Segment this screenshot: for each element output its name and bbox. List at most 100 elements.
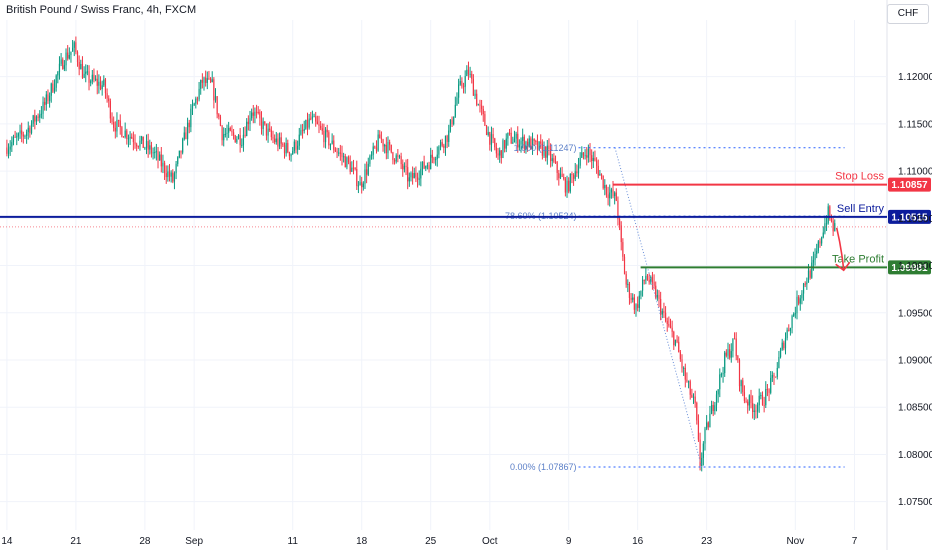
y-axis: 1.12000 1.11500 1.11000 1.10500 1.10000 1.095…	[898, 72, 932, 508]
candle	[209, 78, 212, 83]
candle	[531, 138, 534, 150]
candle	[193, 103, 195, 106]
y-tick-label: 1.09000	[898, 356, 932, 367]
candle	[50, 83, 52, 96]
candle	[733, 338, 736, 340]
candle	[504, 140, 506, 149]
candle	[584, 155, 586, 157]
candle	[444, 135, 447, 148]
candle	[101, 85, 103, 90]
y-tick-label: 1.10000	[898, 261, 932, 272]
candle	[180, 150, 182, 153]
candle	[533, 138, 535, 141]
level-name: Sell Entry	[837, 203, 885, 215]
candle	[384, 144, 386, 147]
candle	[334, 149, 337, 152]
levels-group: Stop Loss 1.10857 Sell Entry 1.10515 Take Pr…	[0, 171, 931, 275]
candle	[354, 167, 356, 169]
candle	[260, 118, 263, 129]
candle	[515, 133, 517, 139]
candle	[564, 178, 566, 193]
candle	[456, 97, 458, 105]
candle	[738, 360, 741, 387]
candle	[185, 132, 187, 140]
candle	[382, 139, 384, 147]
candle	[439, 142, 442, 147]
candle	[628, 283, 631, 298]
candle	[269, 128, 271, 131]
candle	[546, 145, 548, 158]
candle	[99, 81, 102, 90]
candle	[139, 140, 141, 147]
candle	[26, 132, 28, 136]
candle	[663, 311, 665, 313]
candle	[768, 389, 770, 393]
y-tick-label: 1.09500	[898, 308, 932, 319]
candle	[93, 74, 95, 80]
candle	[549, 149, 552, 162]
candle	[485, 125, 488, 135]
candle	[579, 157, 581, 166]
candle	[338, 152, 340, 154]
candle	[804, 283, 806, 285]
y-tick-label: 1.11000	[898, 167, 932, 178]
candle	[758, 395, 760, 406]
candle	[681, 359, 683, 369]
candle	[68, 54, 70, 59]
candle	[687, 381, 690, 383]
candle	[140, 136, 143, 141]
candle	[392, 152, 394, 161]
candle	[219, 116, 222, 126]
candle	[528, 138, 530, 147]
candle	[796, 296, 798, 314]
candle	[535, 140, 537, 142]
candle	[426, 165, 429, 167]
candle	[223, 134, 225, 141]
candle	[295, 141, 297, 150]
candle	[57, 72, 59, 76]
candle	[264, 121, 266, 124]
candle	[661, 311, 663, 315]
candle	[832, 220, 834, 232]
candle	[200, 79, 202, 89]
candle	[574, 171, 576, 179]
candle	[346, 157, 348, 168]
candle	[103, 79, 105, 86]
candle	[239, 135, 241, 146]
candle	[732, 338, 734, 352]
candle	[467, 69, 470, 75]
candle	[159, 154, 161, 161]
candle	[825, 223, 828, 225]
candle	[789, 328, 792, 331]
candle	[699, 439, 701, 467]
candle	[142, 136, 144, 148]
candle	[824, 223, 826, 233]
candle	[799, 298, 801, 304]
x-tick-label: 16	[632, 536, 644, 547]
candle	[479, 104, 481, 106]
candle	[397, 155, 399, 157]
candle	[770, 377, 772, 393]
candle	[747, 401, 749, 406]
candle	[389, 142, 391, 145]
candle	[104, 79, 107, 94]
candle	[548, 145, 550, 150]
candle	[163, 162, 166, 174]
candle	[809, 270, 811, 278]
candle	[152, 152, 154, 154]
candle	[536, 141, 539, 150]
candle	[311, 116, 314, 119]
candle	[443, 145, 445, 148]
candle	[686, 379, 688, 382]
candle	[186, 122, 189, 140]
candle	[303, 128, 305, 132]
candle	[37, 116, 39, 118]
candle	[297, 145, 299, 150]
candle	[316, 121, 318, 125]
candle	[637, 304, 639, 308]
candle	[423, 161, 425, 169]
candle	[541, 143, 543, 156]
candle	[612, 189, 614, 197]
candle	[229, 127, 231, 131]
